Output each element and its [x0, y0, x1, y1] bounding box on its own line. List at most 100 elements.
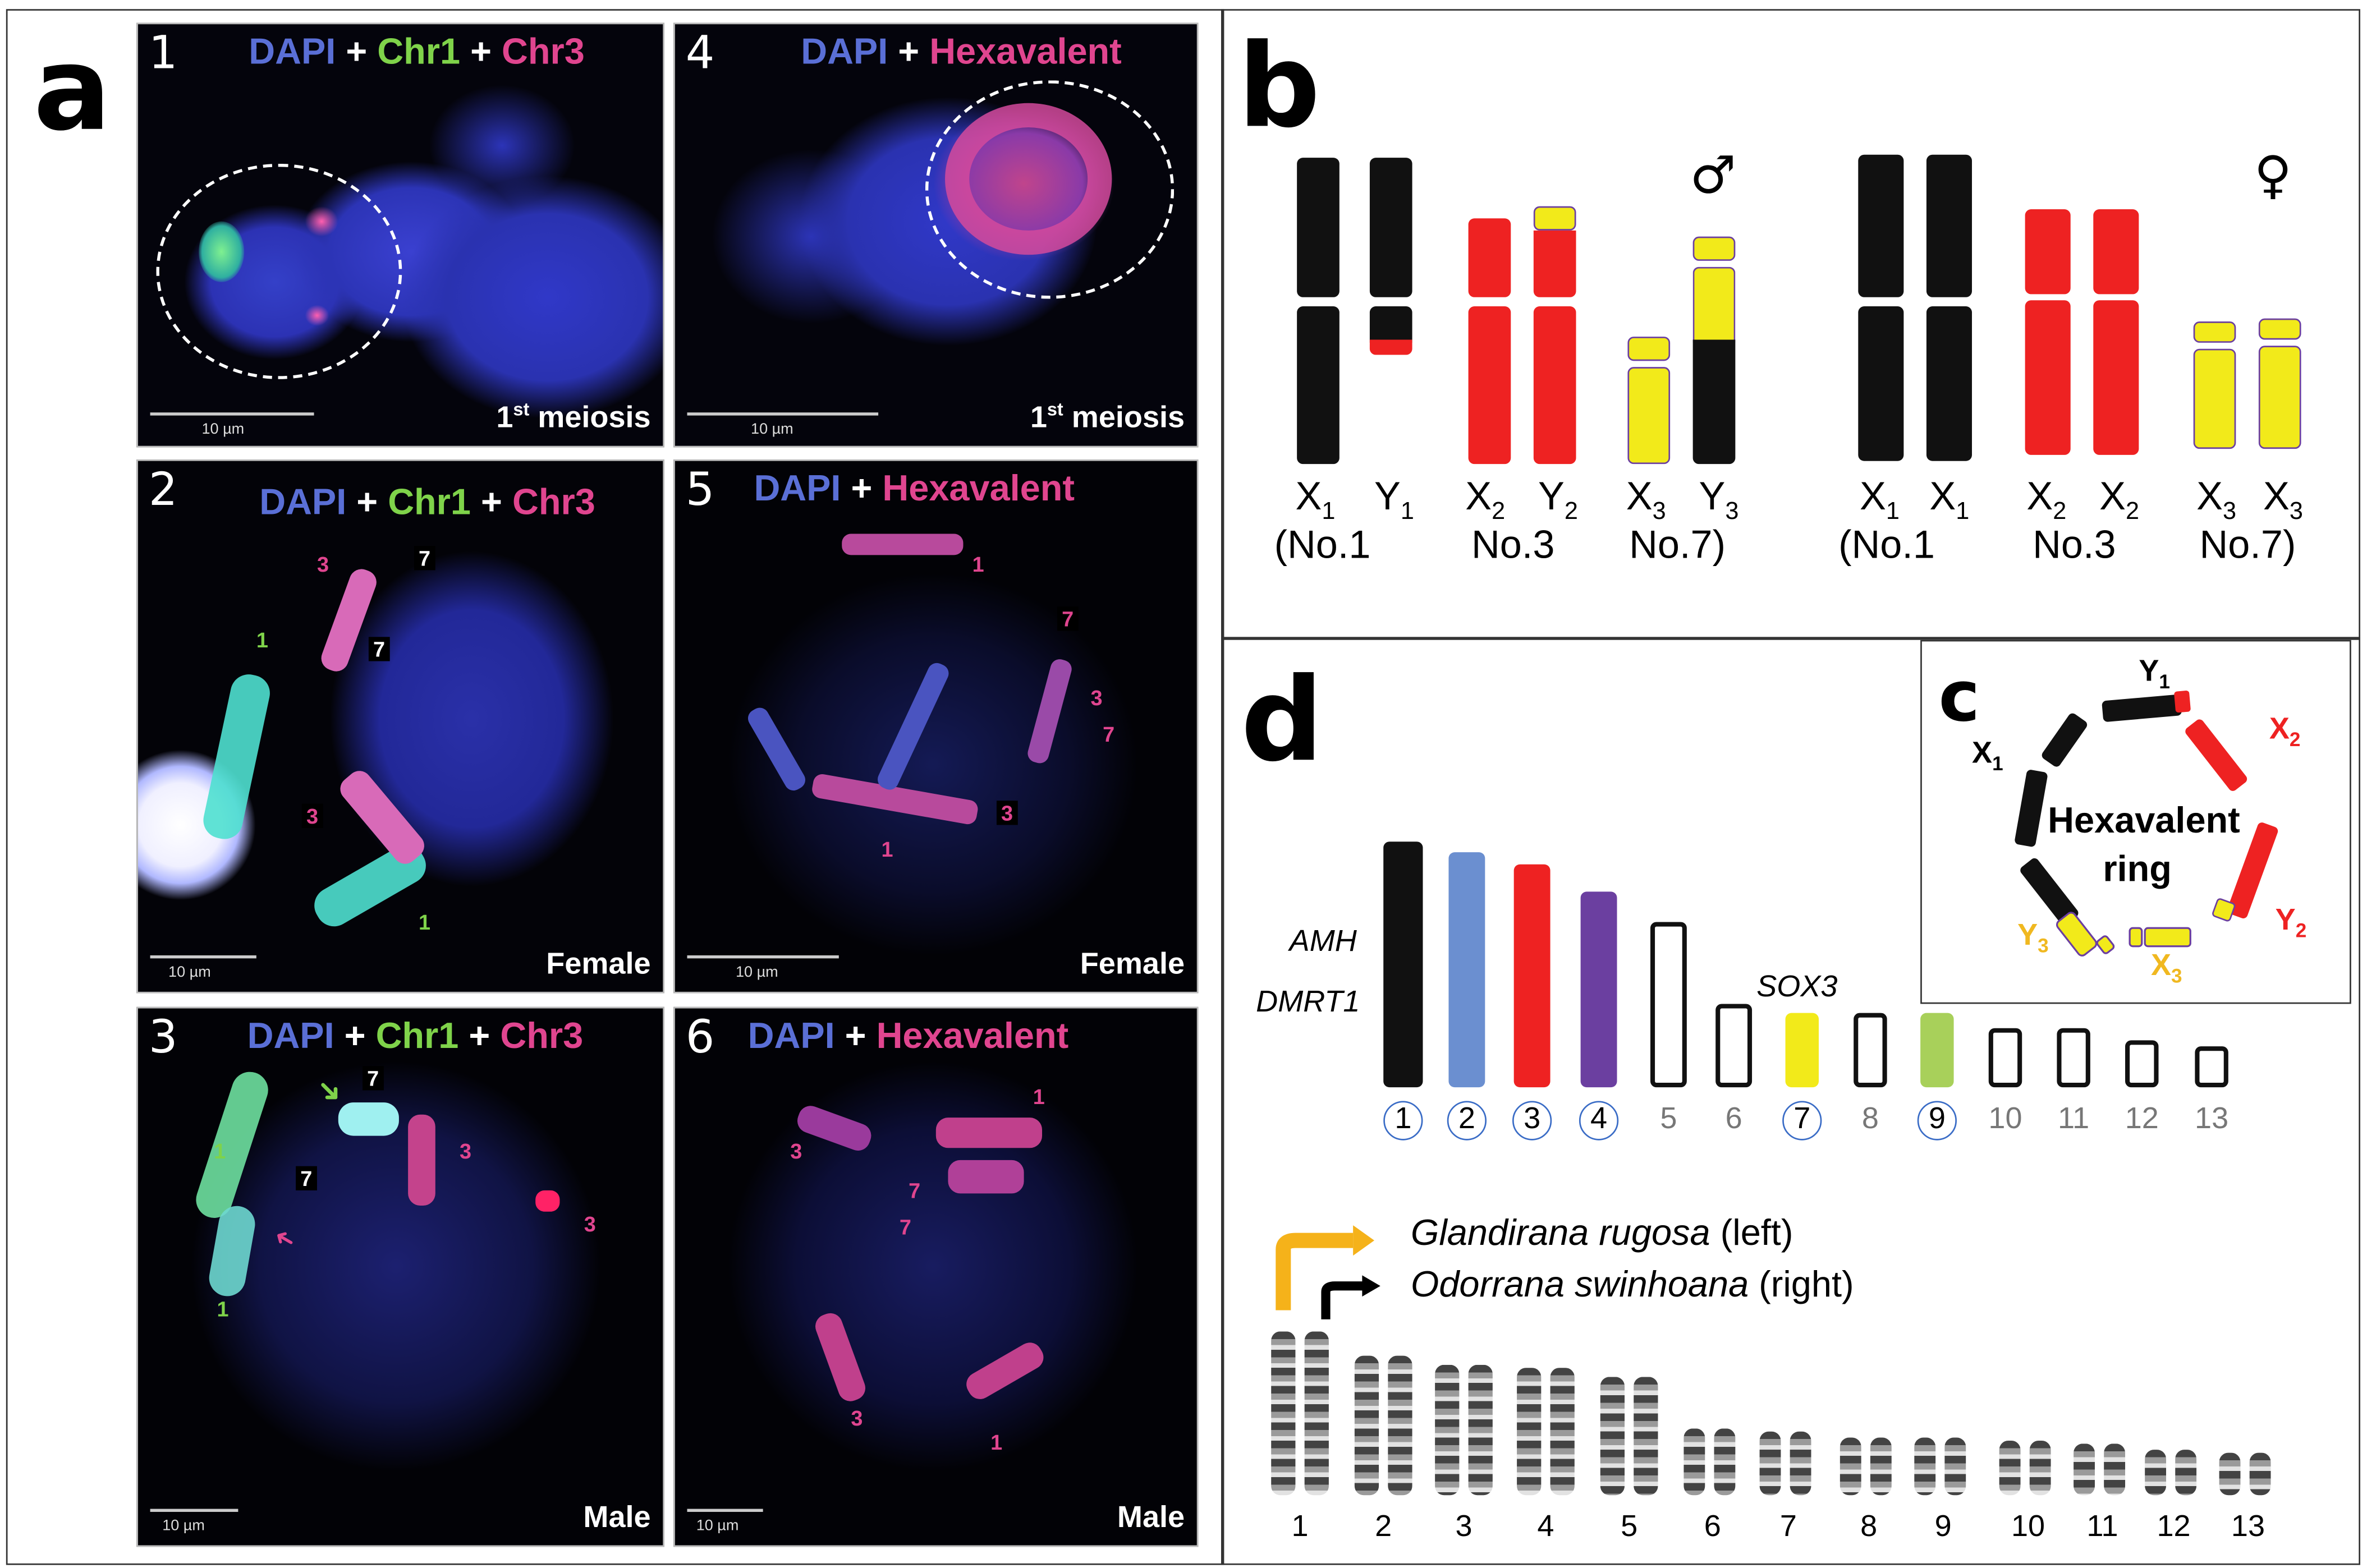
ideogram-number-3: 3: [1512, 1101, 1552, 1141]
arrow-icon: ➜: [269, 1222, 301, 1255]
male-symbol: ♂: [1690, 145, 1736, 206]
karyotype-chromosome-1: [1304, 1331, 1329, 1496]
chromosome-Y1-red-segment: [1369, 339, 1412, 355]
chromosome-label: 1: [881, 837, 893, 862]
chromosome: [1025, 657, 1074, 766]
chromosome-Y3: [1692, 266, 1736, 343]
chromosome-label: 1: [256, 628, 268, 652]
panel-letter-c: c: [1938, 655, 1980, 737]
chromosome-X2: [1468, 306, 1511, 465]
chromosome-label: 7: [899, 1215, 912, 1239]
chromosome-X1: [1858, 306, 1904, 461]
scale-bar: [687, 1509, 763, 1512]
scale-bar: [150, 1509, 238, 1512]
chromosome-label: 7: [363, 1066, 384, 1091]
karyotype-chromosome-1: [1271, 1331, 1296, 1496]
chromosome-X3: [1627, 367, 1671, 465]
karyotype-number-11: 11: [2086, 1510, 2118, 1544]
chromosome: [874, 660, 952, 793]
label-Y2: Y2: [1538, 473, 1578, 525]
label-no3: No.3: [2033, 521, 2116, 567]
karyotype-chromosome-3: [1435, 1364, 1460, 1496]
karyotype-chromosome-2: [1354, 1355, 1379, 1496]
panel-number: 2: [148, 464, 178, 517]
stage-label: 1st meiosis: [496, 399, 651, 435]
label-Y1: Y1: [1374, 473, 1414, 525]
scale-label: 10 µm: [201, 421, 245, 439]
chromosome-label: 3: [1090, 685, 1103, 710]
panel-title: DAPI + Chr1 + Chr3: [259, 482, 595, 523]
ideogram-chromosome-8: [1854, 1013, 1887, 1088]
panel-number: 3: [148, 1011, 178, 1065]
chromosome-X2: [2093, 209, 2139, 295]
chromosome: [935, 1118, 1043, 1148]
karyotype-chromosome-10: [1999, 1440, 2021, 1496]
ring-label-Y1: Y1: [2139, 655, 2170, 693]
ideogram-number-2: 2: [1447, 1101, 1487, 1141]
label-X1: X1: [1929, 473, 1970, 525]
scale-label: 10 µm: [696, 1518, 739, 1535]
label-X2: X2: [2099, 473, 2140, 525]
karyotype-number-2: 2: [1375, 1510, 1392, 1544]
label-no1: (No.1: [1274, 521, 1371, 567]
ring-label-X2: X2: [2269, 712, 2301, 751]
scale-label: 10 µm: [751, 421, 793, 439]
chromosome-X2: [1468, 218, 1511, 297]
karyotype-number-1: 1: [1291, 1510, 1309, 1544]
karyotype-chromosome-9: [1914, 1437, 1936, 1496]
ideogram-chromosome-9: [1920, 1013, 1954, 1088]
hexavalent-circle: [925, 80, 1175, 299]
ideogram-chromosome-2: [1448, 852, 1485, 1088]
chr3-signal: [335, 766, 429, 869]
karyotype-chromosome-2: [1388, 1355, 1412, 1496]
karyotype-chromosome-11: [2104, 1443, 2126, 1496]
karyotype-chromosome-11: [2074, 1443, 2095, 1496]
ideogram-number-9: 9: [1917, 1101, 1957, 1141]
karyotype-chromosome-7: [1790, 1431, 1811, 1496]
outer-border: [6, 9, 2361, 1565]
chromosome-label: 1: [419, 909, 431, 935]
chromosome-label: 7: [414, 546, 435, 571]
gene-label-DMRT1: DMRT1: [1256, 986, 1360, 1019]
chromosome: [962, 1338, 1048, 1404]
scale-bar: [150, 412, 314, 416]
chromosome-label: 3: [790, 1139, 802, 1164]
ring-label-Y2: Y2: [2275, 904, 2307, 942]
label-X3: X3: [1626, 473, 1666, 525]
karyotype-chromosome-12: [2145, 1450, 2167, 1496]
chromosome-label: 7: [368, 637, 390, 661]
karyotype-chromosome-13: [2249, 1452, 2271, 1496]
label-no7: No.7): [2199, 521, 2296, 567]
chromosome-X3: [1627, 337, 1671, 361]
chromosome-X1: [1926, 154, 1972, 297]
ideogram-number-1: 1: [1383, 1101, 1423, 1141]
sex-label: Female: [546, 948, 651, 981]
panel-letter-a: a: [33, 21, 112, 157]
karyotype-chromosome-4: [1517, 1368, 1542, 1496]
chr3-signal: [408, 1114, 435, 1206]
chromosome: [811, 1309, 869, 1405]
karyotype-chromosome-5: [1634, 1377, 1658, 1496]
chromosome-label: 7: [1057, 606, 1079, 631]
label-Y3: Y3: [1699, 473, 1739, 525]
chromosome-X3: [2258, 318, 2301, 340]
karyotype-number-13: 13: [2231, 1510, 2265, 1544]
label-no7: No.7): [1629, 521, 1726, 567]
chromosome: [745, 704, 809, 794]
ideogram-chromosome-3: [1513, 864, 1551, 1088]
karyotype-number-6: 6: [1704, 1510, 1721, 1544]
chromosome-X2: [2025, 209, 2071, 295]
panel-letter-d: d: [1241, 652, 1324, 787]
panel-title: DAPI + Hexavalent: [801, 31, 1122, 73]
ring-label-X1: X1: [1972, 737, 2003, 775]
scale-bar: [150, 955, 256, 959]
label-X2: X2: [2026, 473, 2067, 525]
panel-title: DAPI + Chr1 + Chr3: [247, 1016, 584, 1057]
karyotype-number-12: 12: [2157, 1510, 2191, 1544]
karyotype-number-3: 3: [1455, 1510, 1473, 1544]
sex-label: Male: [1117, 1501, 1185, 1535]
species-legend-odorrana: Odorrana swinhoana (right): [1410, 1264, 1854, 1306]
chromosome-Y3: [1692, 236, 1736, 261]
karyotype-chromosome-8: [1870, 1437, 1892, 1496]
chromosome-Y2: [1533, 230, 1576, 297]
